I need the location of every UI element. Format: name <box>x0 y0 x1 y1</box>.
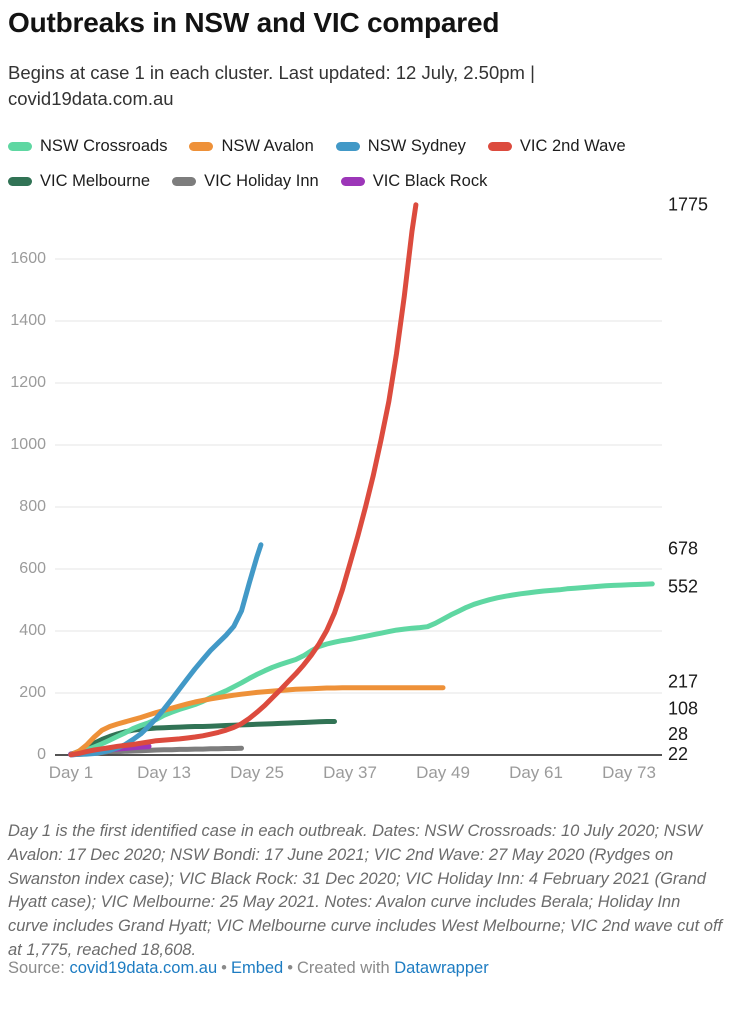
legend-item-vic-black-rock: VIC Black Rock <box>340 170 488 192</box>
end-label-vic-black-rock: 28 <box>668 724 688 744</box>
legend-item-nsw-avalon: NSW Avalon <box>189 135 314 157</box>
y-tick-label: 200 <box>19 684 46 701</box>
legend: NSW Crossroads NSW Avalon NSW Sydney VIC 2n… <box>8 135 732 192</box>
legend-label: VIC Black Rock <box>372 172 488 190</box>
datawrapper-link[interactable]: Datawrapper <box>394 959 489 977</box>
y-tick-label: 1400 <box>10 312 46 329</box>
chart-footnote: Day 1 is the first identified case in ea… <box>8 822 723 959</box>
end-label-nsw-sydney: 678 <box>668 539 698 559</box>
y-tick-label: 1600 <box>10 250 46 267</box>
end-label-vic-melbourne: 108 <box>668 698 698 718</box>
chart-title: Outbreaks in NSW and VIC compared <box>8 7 500 38</box>
y-tick-label: 1000 <box>10 436 46 453</box>
source-label: Source: <box>8 959 65 977</box>
legend-swatch-nsw-avalon <box>189 141 214 151</box>
x-tick-label: Day 25 <box>230 763 284 782</box>
line-nsw-sydney <box>68 542 264 758</box>
chart-subtitle: Begins at case 1 in each cluster. Last u… <box>8 62 535 110</box>
x-tick-label: Day 61 <box>509 763 563 782</box>
x-tick-label: Day 13 <box>137 763 191 782</box>
end-label-nsw-crossroads: 552 <box>668 577 698 597</box>
embed-link[interactable]: Embed <box>230 959 284 977</box>
bullet-separator: • <box>221 959 227 977</box>
legend-item-nsw-crossroads: NSW Crossroads <box>8 135 167 157</box>
line-vic-2nd-wave <box>68 202 419 758</box>
source-line: Source: covid19data.com.au • Embed • Created… <box>8 958 724 979</box>
legend-swatch-nsw-crossroads <box>8 141 32 151</box>
y-tick-label: 600 <box>19 560 46 577</box>
legend-label: NSW Avalon <box>221 137 314 155</box>
end-label-vic-2nd-wave: 1775 <box>668 195 708 215</box>
y-tick-label: 1200 <box>10 374 46 391</box>
legend-label: NSW Sydney <box>367 137 466 155</box>
legend-item-vic-holiday-inn: VIC Holiday Inn <box>172 170 319 192</box>
x-tick-label: Day 1 <box>49 763 93 782</box>
line-nsw-crossroads <box>68 581 655 758</box>
x-tick-label: Day 37 <box>323 763 377 782</box>
legend-label: VIC Melbourne <box>40 172 151 190</box>
created-with-label: Created with <box>297 959 390 977</box>
legend-label: VIC 2nd Wave <box>519 137 626 155</box>
line-chart: 0 200 400 600 800 1000 1200 1400 1600 Day 1 Day 13… <box>10 195 708 783</box>
y-tick-label: 400 <box>19 622 46 639</box>
legend-swatch-vic-black-rock <box>340 176 365 186</box>
legend-swatch-vic-holiday-inn <box>172 176 197 186</box>
y-tick-label: 0 <box>37 746 46 763</box>
line-vic-melbourne <box>68 719 337 757</box>
source-link[interactable]: covid19data.com.au <box>69 959 218 977</box>
end-label-nsw-avalon: 217 <box>668 671 698 691</box>
x-tick-label: Day 49 <box>416 763 470 782</box>
legend-swatch-vic-2nd-wave <box>487 141 512 151</box>
y-tick-label: 800 <box>19 498 46 515</box>
end-label-vic-holiday-inn: 22 <box>668 744 688 764</box>
legend-item-vic-melbourne: VIC Melbourne <box>8 170 150 192</box>
bullet-separator: • <box>287 959 293 977</box>
legend-swatch-nsw-sydney <box>335 141 360 151</box>
legend-label: NSW Crossroads <box>40 137 168 155</box>
x-tick-label: Day 73 <box>602 763 656 782</box>
legend-item-nsw-sydney: NSW Sydney <box>335 135 466 157</box>
legend-swatch-vic-melbourne <box>8 176 32 186</box>
legend-label: VIC Holiday Inn <box>204 172 319 190</box>
line-nsw-avalon <box>68 685 446 758</box>
legend-item-vic-2nd-wave: VIC 2nd Wave <box>487 135 626 157</box>
